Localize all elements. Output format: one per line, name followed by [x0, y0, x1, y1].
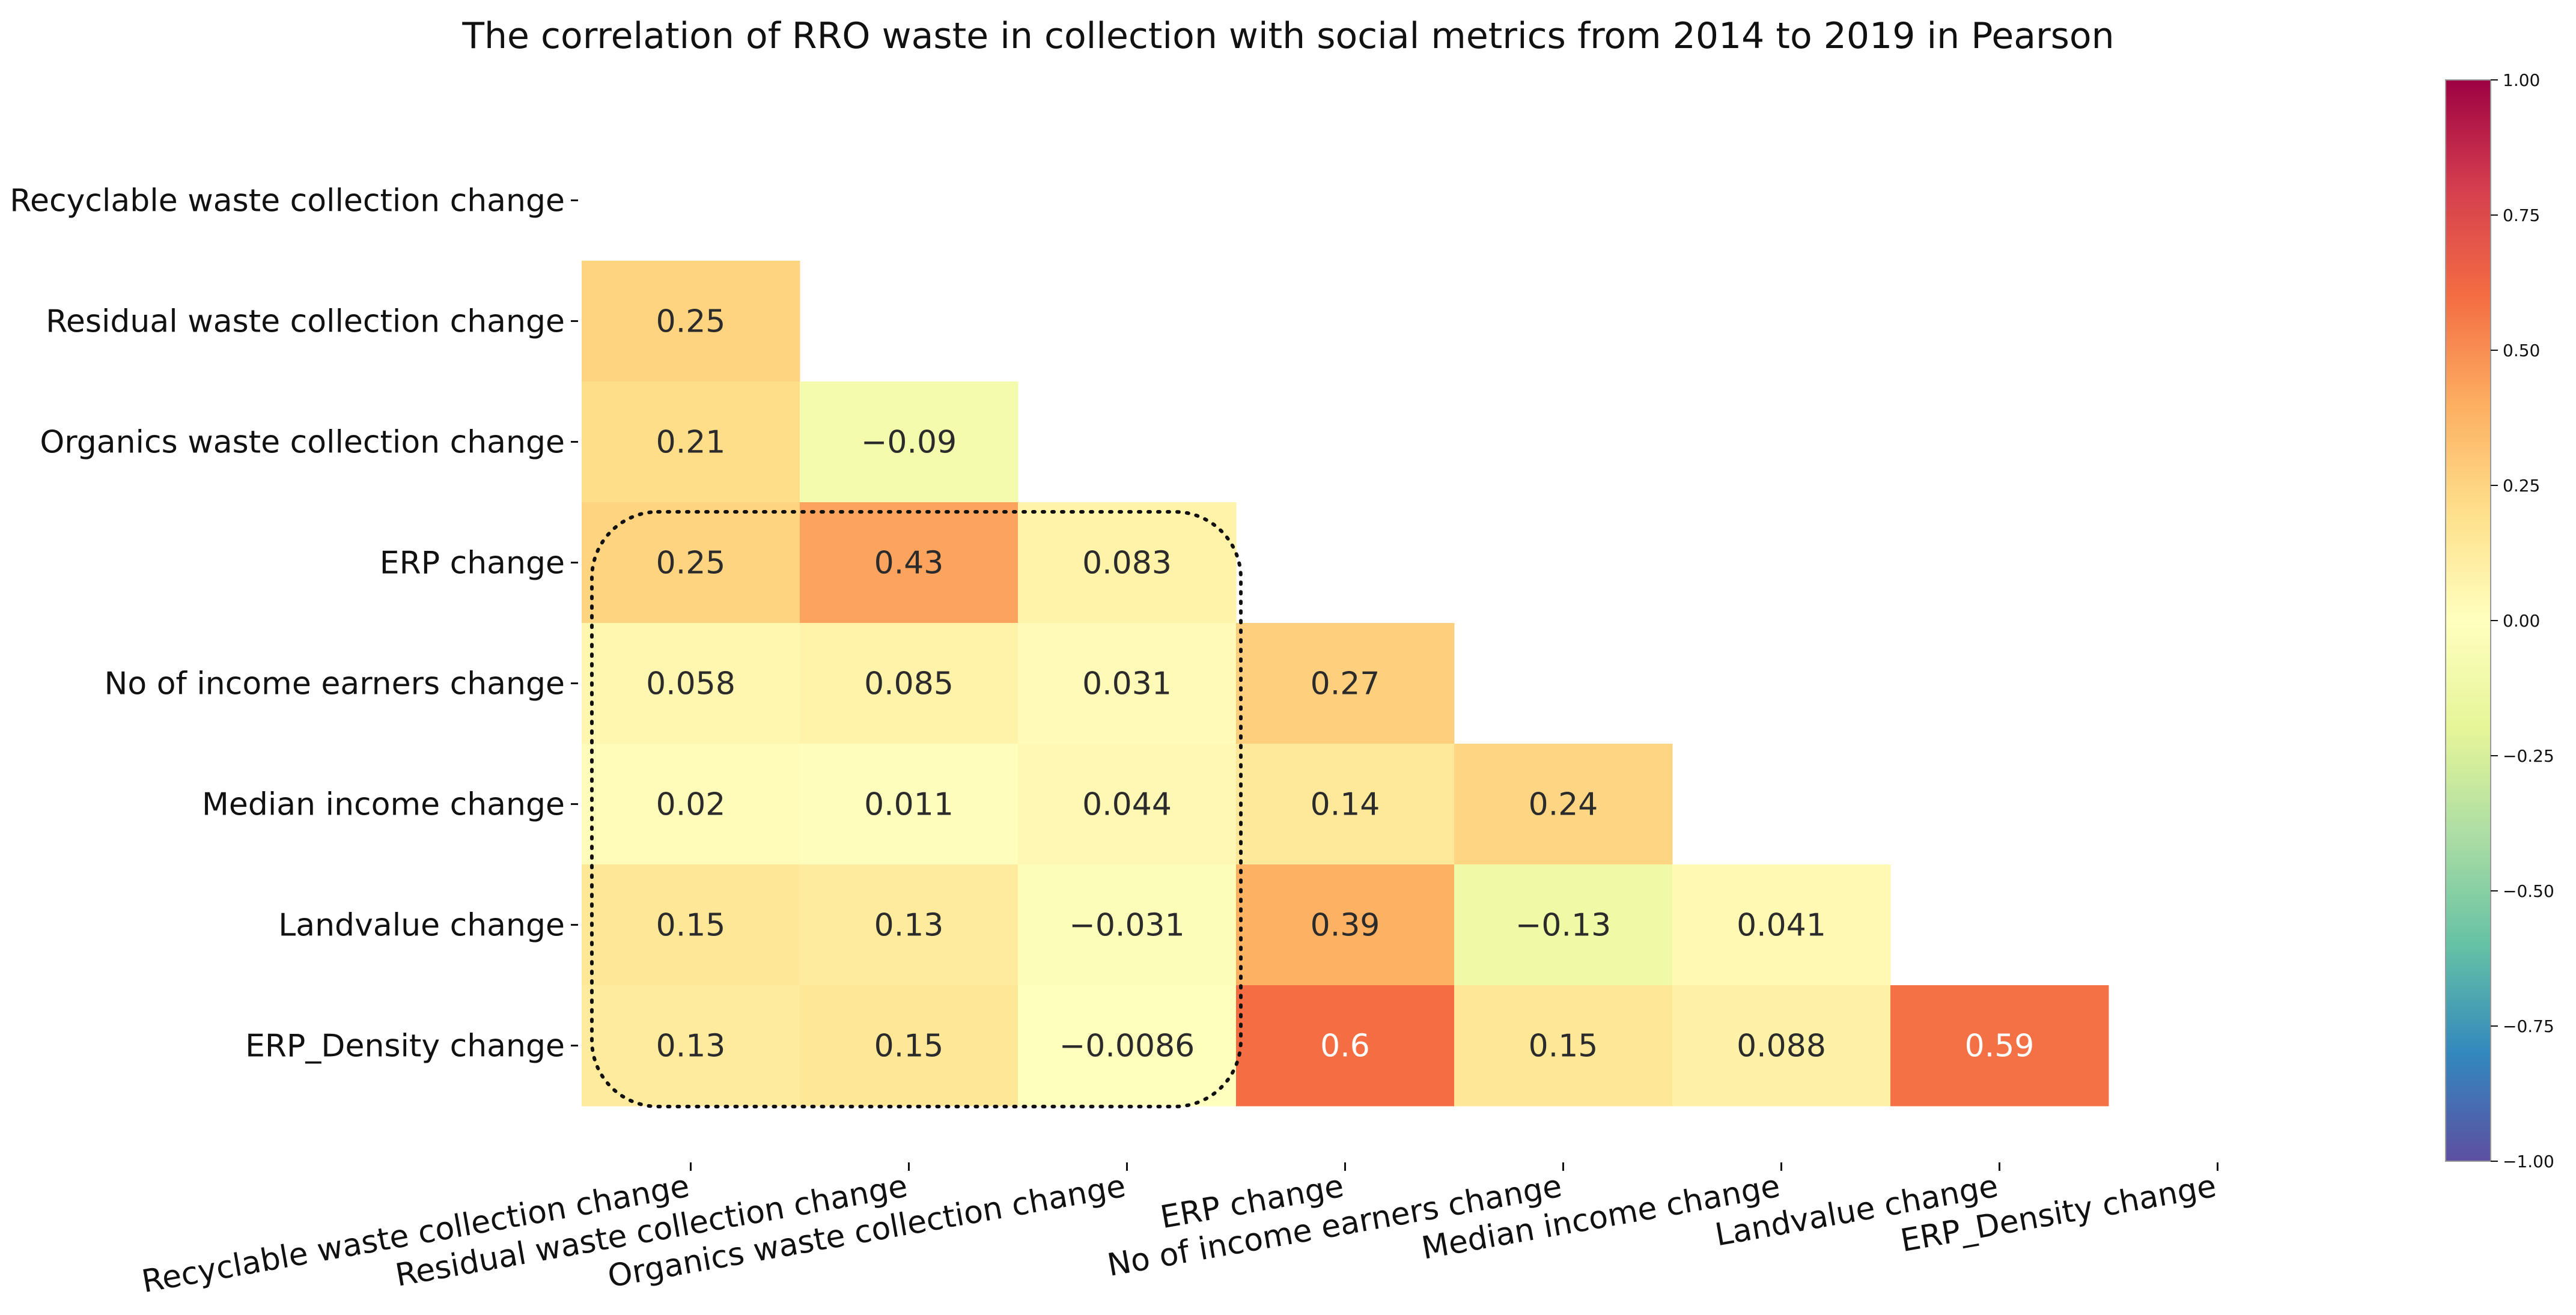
cell-value-label: 0.21: [656, 425, 726, 461]
heatmap-cell: [582, 864, 800, 986]
heatmap-cell: [1454, 864, 1673, 986]
cell-value-label: 0.14: [1311, 787, 1380, 823]
cell-value-label: −0.0086: [1059, 1028, 1195, 1064]
heatmap-cell: [1890, 985, 2109, 1107]
cell-value-label: 0.24: [1529, 787, 1598, 823]
heatmap-cell: [1454, 985, 1673, 1107]
cell-value-label: 0.59: [1965, 1028, 2035, 1064]
row-labels: Recyclable waste collection change Residu…: [10, 183, 578, 1064]
heatmap-cell: [582, 744, 800, 865]
cell-value-label: 0.25: [656, 545, 726, 582]
row-label: No of income earners change: [104, 666, 565, 702]
heatmap-cell: [800, 985, 1019, 1107]
cell-value-label: 0.15: [874, 1028, 944, 1064]
row-label: ERP_Density change: [245, 1028, 565, 1064]
heatmap-cell: [1236, 744, 1455, 865]
heatmap-cell: [800, 744, 1019, 865]
heatmap-cell: [1018, 864, 1237, 986]
cell-value-label: 0.15: [656, 908, 726, 944]
colorbar-tick-label: −1.00: [2503, 1152, 2554, 1171]
row-label: Organics waste collection change: [40, 425, 565, 461]
heatmap-cell: [1454, 744, 1673, 865]
heatmap-cells: 0.25 0.21 −0.09 0.25 0.43 0.083 0.058 0.085 0.03…: [582, 261, 2109, 1107]
row-label: Residual waste collection change: [46, 304, 565, 340]
heatmap-cell: [1236, 864, 1455, 986]
highlight-box: [590, 510, 1243, 1108]
heatmap-cell: [1018, 744, 1237, 865]
heatmap-cell: [1018, 623, 1237, 744]
cell-value-label: 0.011: [864, 787, 954, 823]
heatmap-cell: [582, 261, 800, 382]
cell-value-label: 0.15: [1529, 1028, 1598, 1064]
cell-value-label: −0.09: [861, 425, 957, 461]
cell-value-label: 0.25: [656, 304, 726, 340]
heatmap-cell: [1018, 985, 1237, 1107]
column-labels: Recyclable waste collection changeResidu…: [139, 1162, 2219, 1300]
colorbar-tick-label: 0.00: [2503, 611, 2540, 631]
cell-value-label: 0.6: [1320, 1028, 1370, 1064]
cell-value-label: 0.041: [1737, 908, 1826, 944]
colorbar-tick-label: −0.50: [2503, 881, 2554, 901]
heatmap-cell: [582, 381, 800, 503]
colorbar-gradient: [2445, 79, 2491, 1162]
cell-value-label: 0.02: [656, 787, 726, 823]
row-label: Recyclable waste collection change: [10, 183, 565, 219]
heatmap-cell: [1236, 623, 1455, 744]
cell-value-label: −0.13: [1515, 908, 1611, 944]
heatmap-cell: [582, 502, 800, 624]
heatmap-cell: [800, 864, 1019, 986]
cell-value-label: 0.083: [1082, 545, 1172, 582]
chart-title: The correlation of RRO waste in collecti…: [461, 15, 2114, 57]
row-label: Landvalue change: [278, 908, 565, 944]
colorbar-tick-label: 0.25: [2503, 476, 2540, 496]
colorbar-tick-label: 0.50: [2503, 341, 2540, 360]
heatmap-cell: [582, 985, 800, 1107]
cell-value-label: 0.031: [1082, 666, 1172, 702]
colorbar-tick-label: 1.00: [2503, 70, 2540, 90]
heatmap-cell: [1018, 502, 1237, 624]
cell-value-label: 0.13: [874, 908, 944, 944]
cell-value-label: 0.058: [646, 666, 735, 702]
cell-value-label: 0.085: [864, 666, 954, 702]
cell-value-label: 0.088: [1737, 1028, 1826, 1064]
heatmap-cell: [1236, 985, 1455, 1107]
heatmap-cell: [800, 502, 1019, 624]
heatmap-cell: [1672, 864, 1891, 986]
cell-value-label: 0.39: [1311, 908, 1380, 944]
heatmap-cell: [800, 381, 1019, 503]
colorbar-tick-label: 0.75: [2503, 205, 2540, 225]
colorbar: 1.00 0.75 0.50 0.25 0.00 −0.25 −0.50 −0.75 −1.00: [2445, 70, 2554, 1171]
colorbar-tick-label: −0.25: [2503, 746, 2554, 766]
row-label: Median income change: [202, 787, 565, 823]
cell-value-label: −0.031: [1069, 908, 1184, 944]
heatmap-cell: [1672, 985, 1891, 1107]
heatmap-cell: [582, 623, 800, 744]
cell-value-label: 0.13: [656, 1028, 726, 1064]
cell-value-label: 0.43: [874, 545, 944, 582]
row-label: ERP change: [380, 545, 565, 582]
heatmap-cell: [800, 623, 1019, 744]
cell-value-label: 0.27: [1311, 666, 1380, 702]
colorbar-tick-label: −0.75: [2503, 1016, 2554, 1036]
cell-value-label: 0.044: [1082, 787, 1172, 823]
